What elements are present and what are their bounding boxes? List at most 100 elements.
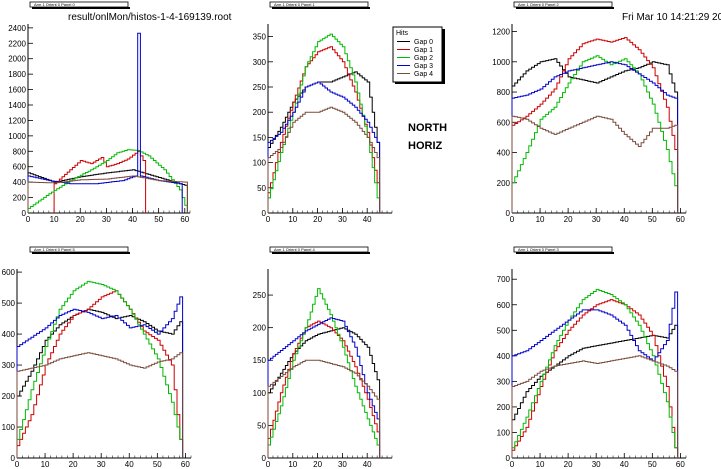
y-tick-label: 0 <box>262 209 267 218</box>
x-tick-label: 30 <box>102 215 111 224</box>
panel-title: Arm 1 Orient 0 Panel 4 <box>274 247 315 252</box>
x-tick-label: 20 <box>69 460 78 469</box>
x-tick-label: 20 <box>564 215 573 224</box>
x-tick-label: 10 <box>288 215 297 224</box>
y-tick-label: 2400 <box>8 24 26 33</box>
y-tick-label: 0 <box>506 454 511 463</box>
series-line-2 <box>16 280 184 458</box>
y-tick-label: 100 <box>253 389 267 398</box>
y-tick-label: 700 <box>497 275 511 284</box>
y-tick-label: 300 <box>253 58 267 67</box>
y-tick-label: 250 <box>253 291 267 300</box>
series-line-4 <box>511 355 679 458</box>
y-tick-label: 0 <box>262 454 267 463</box>
histogram-panel-1: Arm 1 Orient 0 Panel 1 0 10 20 30 40 0 50 100 150… <box>253 1 393 224</box>
histogram-panel-2: Arm 1 Orient 0 Panel 20 10 20 30 40 50 6002004… <box>492 1 687 224</box>
panel-title: Arm 1 Orient 0 Panel 2 <box>518 2 559 7</box>
x-tick-label: 60 <box>181 460 190 469</box>
y-tick-label: 1200 <box>8 116 26 125</box>
y-tick-label: 2200 <box>8 39 26 48</box>
y-tick-label: 200 <box>253 108 267 117</box>
y-tick-label: 200 <box>497 179 511 188</box>
series-line-4 <box>267 359 381 458</box>
x-tick-label: 40 <box>363 460 372 469</box>
x-tick-label: 20 <box>76 215 85 224</box>
north-label: NORTH <box>408 122 447 134</box>
y-tick-label: 0 <box>506 209 511 218</box>
x-tick-label: 20 <box>564 460 573 469</box>
y-tick-label: 200 <box>2 392 16 401</box>
series-line-1 <box>267 46 381 213</box>
y-tick-label: 100 <box>497 428 511 437</box>
y-tick-label: 50 <box>257 421 266 430</box>
y-tick-label: 200 <box>253 324 267 333</box>
y-tick-label: 800 <box>13 147 27 156</box>
series-line-0 <box>267 71 381 213</box>
histogram-panel-4: Arm 1 Orient 0 Panel 4 0 10 20 30 40 0 50 100 150… <box>253 246 393 469</box>
file-name: result/onlMon/histos-1-4-169139.root <box>68 12 232 23</box>
y-tick-label: 500 <box>2 299 16 308</box>
y-tick-label: 1600 <box>8 86 26 95</box>
series-line-3 <box>16 296 184 458</box>
series-line-2 <box>511 288 679 458</box>
horiz-label: HORIZ <box>408 140 443 152</box>
panel-title: Arm 1 Orient 0 Panel 1 <box>274 2 315 7</box>
panel-title: Arm 1 Orient 0 Panel 0 <box>34 2 75 7</box>
y-tick-label: 300 <box>2 361 16 370</box>
x-tick-label: 10 <box>288 460 297 469</box>
histogram-panel-0: Arm 1 Orient 0 Panel 00 10 20 30 40 50 6002004… <box>8 1 191 224</box>
series-line-0 <box>27 169 188 213</box>
x-tick-label: 60 <box>676 215 685 224</box>
x-tick-label: 40 <box>620 215 629 224</box>
y-tick-label: 800 <box>497 88 511 97</box>
x-tick-label: 40 <box>125 460 134 469</box>
y-tick-label: 400 <box>497 149 511 158</box>
series-line-1 <box>511 37 679 213</box>
y-tick-label: 400 <box>13 178 27 187</box>
series-line-1 <box>511 299 679 458</box>
y-tick-label: 500 <box>497 326 511 335</box>
series-line-4 <box>16 352 184 458</box>
x-tick-label: 10 <box>536 460 545 469</box>
x-tick-label: 60 <box>676 460 685 469</box>
series-line-2 <box>511 55 679 213</box>
series-line-3 <box>511 291 679 458</box>
y-tick-label: 100 <box>253 159 267 168</box>
series-line-2 <box>267 288 381 458</box>
series-line-0 <box>511 324 679 458</box>
x-tick-label: 40 <box>128 215 137 224</box>
y-tick-label: 400 <box>2 330 16 339</box>
panel-title: Arm 1 Orient 0 Panel 3 <box>518 247 559 252</box>
y-tick-label: 1400 <box>8 101 26 110</box>
y-tick-label: 0 <box>11 454 16 463</box>
series-line-4 <box>267 106 381 213</box>
series-line-3 <box>27 32 183 213</box>
x-tick-label: 50 <box>153 460 162 469</box>
y-tick-label: 1200 <box>492 28 510 37</box>
x-tick-label: 0 <box>266 460 271 469</box>
series-line-1 <box>16 290 184 458</box>
y-tick-label: 1800 <box>8 70 26 79</box>
y-tick-label: 600 <box>497 118 511 127</box>
y-tick-label: 150 <box>253 133 267 142</box>
x-tick-label: 10 <box>536 215 545 224</box>
panel-title: Arm 1 Orient 0 Panel 5 <box>34 247 75 252</box>
legend-entry: Gap 2 <box>414 55 433 62</box>
x-tick-label: 50 <box>154 215 163 224</box>
x-tick-label: 40 <box>363 215 372 224</box>
y-tick-label: 200 <box>13 194 27 203</box>
x-tick-label: 50 <box>648 460 657 469</box>
timestamp: Fri Mar 10 14:21:29 2006 <box>622 12 721 23</box>
y-tick-label: 300 <box>497 377 511 386</box>
x-tick-label: 0 <box>510 460 515 469</box>
y-tick-label: 600 <box>13 163 27 172</box>
legend-entry: Gap 1 <box>414 47 433 54</box>
x-tick-label: 0 <box>510 215 515 224</box>
x-tick-label: 30 <box>97 460 106 469</box>
legend-entry: Gap 0 <box>414 39 433 46</box>
x-tick-label: 30 <box>592 460 601 469</box>
x-tick-label: 30 <box>338 460 347 469</box>
series-line-4 <box>27 175 188 213</box>
series-line-3 <box>267 81 381 213</box>
